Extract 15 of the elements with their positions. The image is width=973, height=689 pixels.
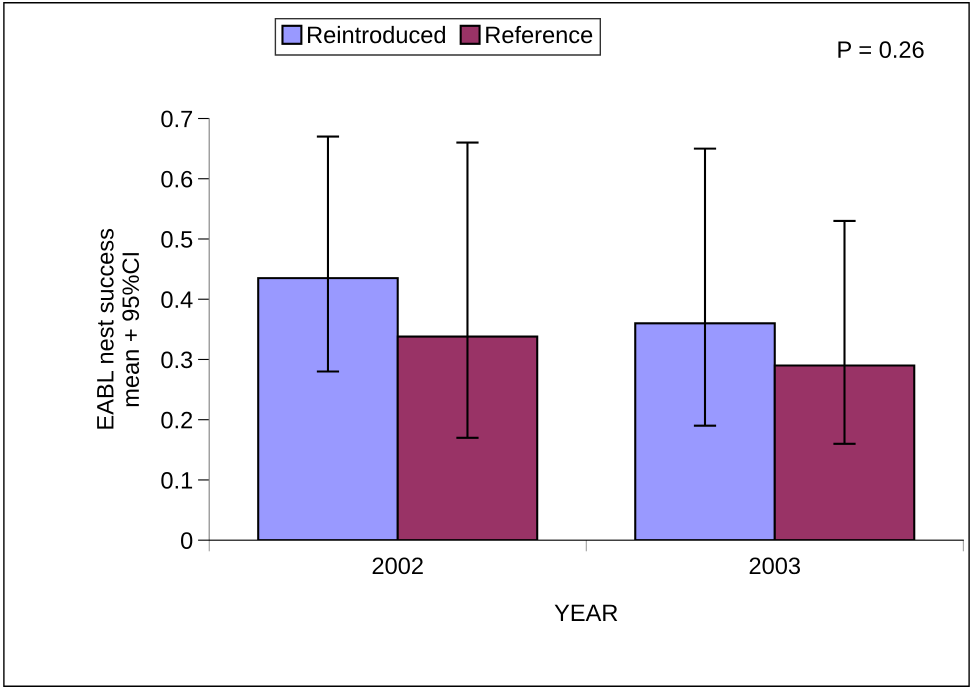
text: P = 0.26 xyxy=(838,41,924,58)
legend-label: Reference xyxy=(486,26,592,44)
x-axis-title: YEAR xyxy=(554,604,618,621)
y-tick-label: 0.7 xyxy=(161,110,192,128)
y-tick-label: 0.3 xyxy=(161,352,192,368)
y-tick-label: 0.1 xyxy=(161,472,192,489)
y-tick-label: 0.5 xyxy=(161,231,192,248)
legend-label: Reintroduced xyxy=(308,26,446,44)
y-tick-label: 0.6 xyxy=(161,170,192,188)
y-axis-title: EABL nest success mean + 95%CI xyxy=(97,228,140,429)
y-tick-label: 0.2 xyxy=(161,412,192,428)
y-tick-label: 0 xyxy=(181,532,192,549)
x-tick-label: 2002 xyxy=(372,557,423,574)
y-tick-label: 0.4 xyxy=(161,291,193,308)
x-tick-label: 2003 xyxy=(750,557,800,574)
